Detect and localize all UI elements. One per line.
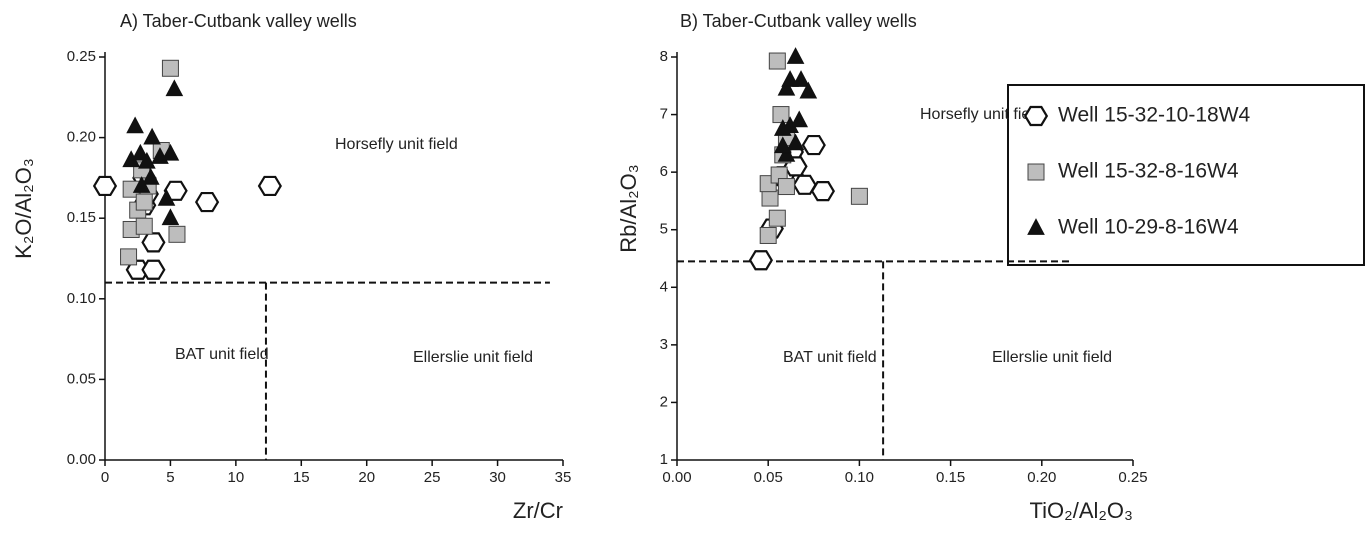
point	[120, 248, 138, 266]
y-tick-label: 1	[660, 451, 668, 468]
legend-label: Well 15-32-10-18W4	[1058, 104, 1251, 127]
point	[141, 259, 166, 280]
x-tick-label: 0.15	[936, 469, 965, 486]
point	[777, 144, 796, 162]
legend-box	[1007, 84, 1365, 266]
chart-title: B) Taber-Cutbank valley wells	[680, 11, 917, 31]
point	[801, 134, 826, 156]
field-label: Ellerslie unit field	[413, 349, 533, 366]
point	[759, 226, 777, 244]
x-tick-label: 0	[101, 469, 109, 486]
legend-label: Well 10-29-8-16W4	[1058, 216, 1239, 239]
x-tick-label: 15	[293, 469, 310, 486]
point	[792, 70, 810, 87]
legend-label: Well 15-32-8-16W4	[1058, 160, 1239, 183]
legend-marker	[1023, 105, 1049, 127]
y-tick-label: 0.10	[67, 290, 96, 307]
x-tick-label: 5	[166, 469, 174, 486]
y-tick-label: 0.20	[67, 129, 96, 146]
point	[194, 191, 220, 213]
point	[135, 193, 153, 211]
field-label: BAT unit field	[783, 349, 877, 366]
point	[138, 151, 156, 169]
point	[92, 175, 118, 197]
point	[131, 143, 150, 161]
y-tick-label: 2	[660, 393, 668, 410]
point	[786, 133, 805, 151]
x-axis-title: Zr/Cr	[513, 498, 563, 523]
x-tick-label: 30	[489, 469, 506, 486]
x-tick-label: 0.00	[662, 469, 691, 486]
field-label: Horsefly unit field	[920, 106, 1043, 123]
point	[126, 116, 144, 134]
point	[141, 232, 166, 253]
x-tick-label: 20	[358, 469, 375, 486]
point	[161, 59, 179, 77]
y-tick-label: 8	[660, 48, 668, 65]
point	[143, 127, 161, 145]
y-axis-title: Rb/Al₂O₃	[616, 164, 641, 252]
point	[772, 106, 790, 124]
y-tick-label: 5	[660, 221, 668, 238]
point	[132, 176, 151, 193]
y-tick-label: 7	[660, 106, 668, 123]
point	[850, 187, 868, 205]
point	[161, 143, 180, 161]
point	[748, 250, 773, 271]
x-axis-title: TiO₂/Al₂O₃	[1030, 498, 1133, 523]
y-tick-label: 4	[660, 278, 668, 295]
legend-marker	[1027, 163, 1045, 181]
point	[135, 217, 153, 235]
field-label: BAT unit field	[175, 346, 269, 363]
x-tick-label: 0.20	[1027, 469, 1056, 486]
legend-marker	[1027, 218, 1045, 235]
point	[777, 78, 796, 96]
point	[790, 110, 809, 128]
point	[161, 208, 180, 226]
point	[257, 175, 282, 197]
y-axis-title: K₂O/Al₂O₃	[11, 158, 36, 259]
point	[768, 209, 786, 227]
y-tick-label: 6	[660, 163, 668, 180]
point	[768, 52, 786, 70]
x-tick-label: 35	[555, 469, 572, 486]
y-tick-label: 0.15	[67, 209, 96, 226]
point	[141, 168, 160, 185]
point	[777, 178, 795, 196]
chart-title: A) Taber-Cutbank valley wells	[120, 11, 357, 31]
x-tick-label: 10	[228, 469, 245, 486]
point	[773, 136, 792, 154]
point	[799, 81, 818, 99]
y-tick-label: 0.00	[67, 451, 96, 468]
field-label: Ellerslie unit field	[992, 349, 1112, 366]
x-tick-label: 0.05	[754, 469, 783, 486]
y-tick-label: 0.05	[67, 370, 96, 387]
point	[165, 79, 184, 97]
x-tick-label: 25	[424, 469, 441, 486]
x-tick-label: 0.25	[1118, 469, 1147, 486]
point	[168, 225, 186, 243]
point	[792, 174, 817, 195]
x-tick-label: 0.10	[845, 469, 874, 486]
y-tick-label: 0.25	[67, 48, 96, 65]
point	[781, 70, 799, 87]
field-label: Horsefly unit field	[335, 136, 458, 153]
point	[157, 188, 176, 206]
point	[810, 181, 836, 202]
y-tick-label: 3	[660, 336, 668, 353]
point	[786, 47, 805, 64]
point	[761, 189, 779, 207]
